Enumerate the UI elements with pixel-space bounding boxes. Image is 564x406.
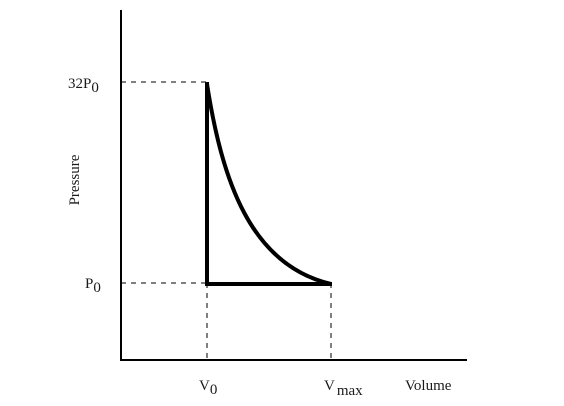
- guide-lines: [121, 81, 332, 360]
- cycle: [205, 82, 332, 286]
- y-axis-title: Pressure: [67, 154, 83, 205]
- y-tick-label-p0: P0: [85, 276, 101, 296]
- cycle-curve-segment: [205, 83, 332, 286]
- y-tick-label-p32: 32P0: [68, 76, 99, 96]
- x-axis-title: Volume: [405, 378, 452, 394]
- x-tick-label-v0: V0: [199, 378, 217, 398]
